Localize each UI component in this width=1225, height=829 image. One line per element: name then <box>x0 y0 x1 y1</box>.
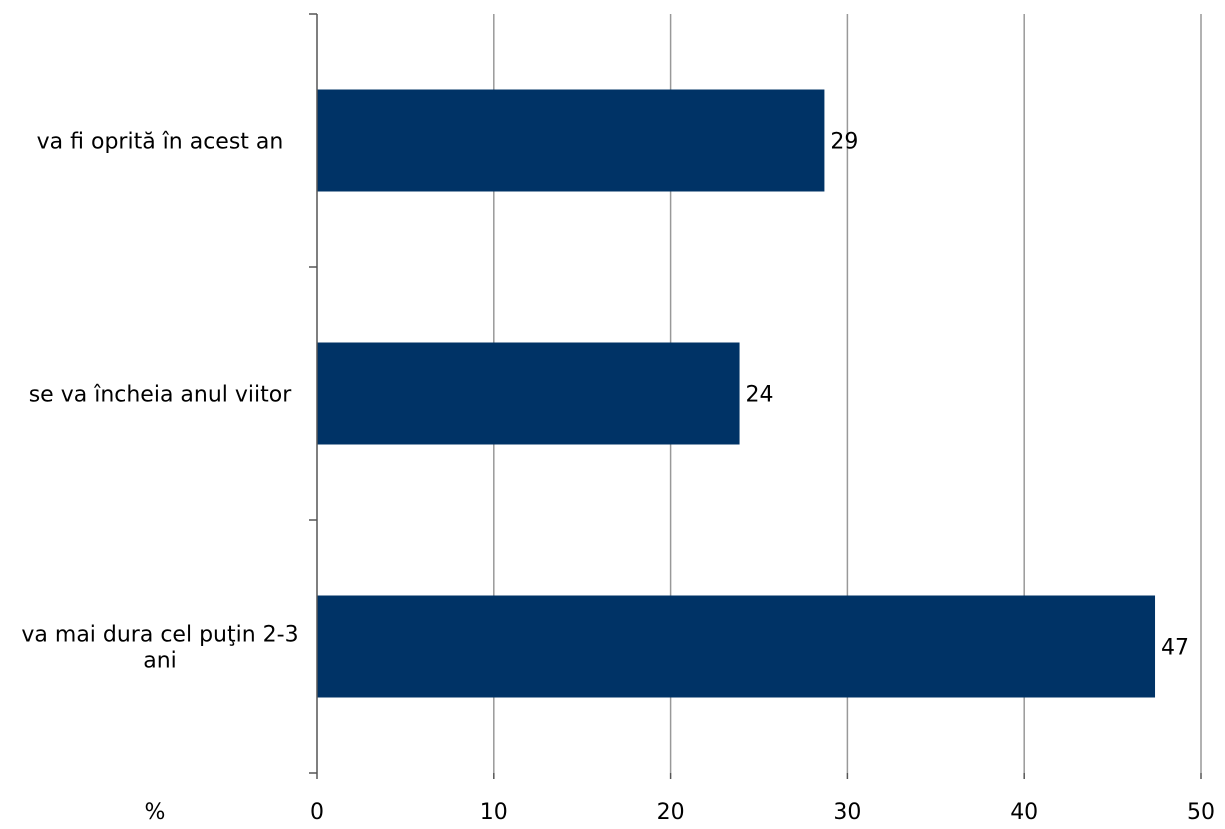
x-tick-label: 0 <box>310 800 324 825</box>
category-label-line: va fi oprită în acest an <box>37 130 284 155</box>
bars <box>317 89 1156 698</box>
x-tick-label: 50 <box>1187 800 1215 825</box>
category-label-line: ani <box>143 649 177 674</box>
bar <box>317 342 740 445</box>
bar <box>317 89 825 192</box>
category-label: va fi oprită în acest an <box>37 130 284 155</box>
x-tick-label: 40 <box>1010 800 1038 825</box>
bar-data-label: 24 <box>746 383 774 408</box>
x-tick-label: 10 <box>480 800 508 825</box>
bar <box>317 595 1156 698</box>
category-label: va mai dura cel puţin 2-3 ani <box>21 623 298 674</box>
category-label-line: va mai dura cel puţin 2-3 <box>21 623 298 648</box>
bar-data-label: 47 <box>1161 636 1189 661</box>
axes <box>309 13 1202 779</box>
category-label: se va încheia anul viitor <box>29 383 293 408</box>
category-label-line: se va încheia anul viitor <box>29 383 293 408</box>
bar-data-label: 29 <box>830 130 858 155</box>
x-tick-label: 30 <box>833 800 861 825</box>
x-axis-unit-label: % <box>145 800 166 825</box>
labels: % 0 10 20 30 40 50 29 va fi oprită în acest an 2… <box>21 130 1215 826</box>
x-tick-label: 20 <box>657 800 685 825</box>
